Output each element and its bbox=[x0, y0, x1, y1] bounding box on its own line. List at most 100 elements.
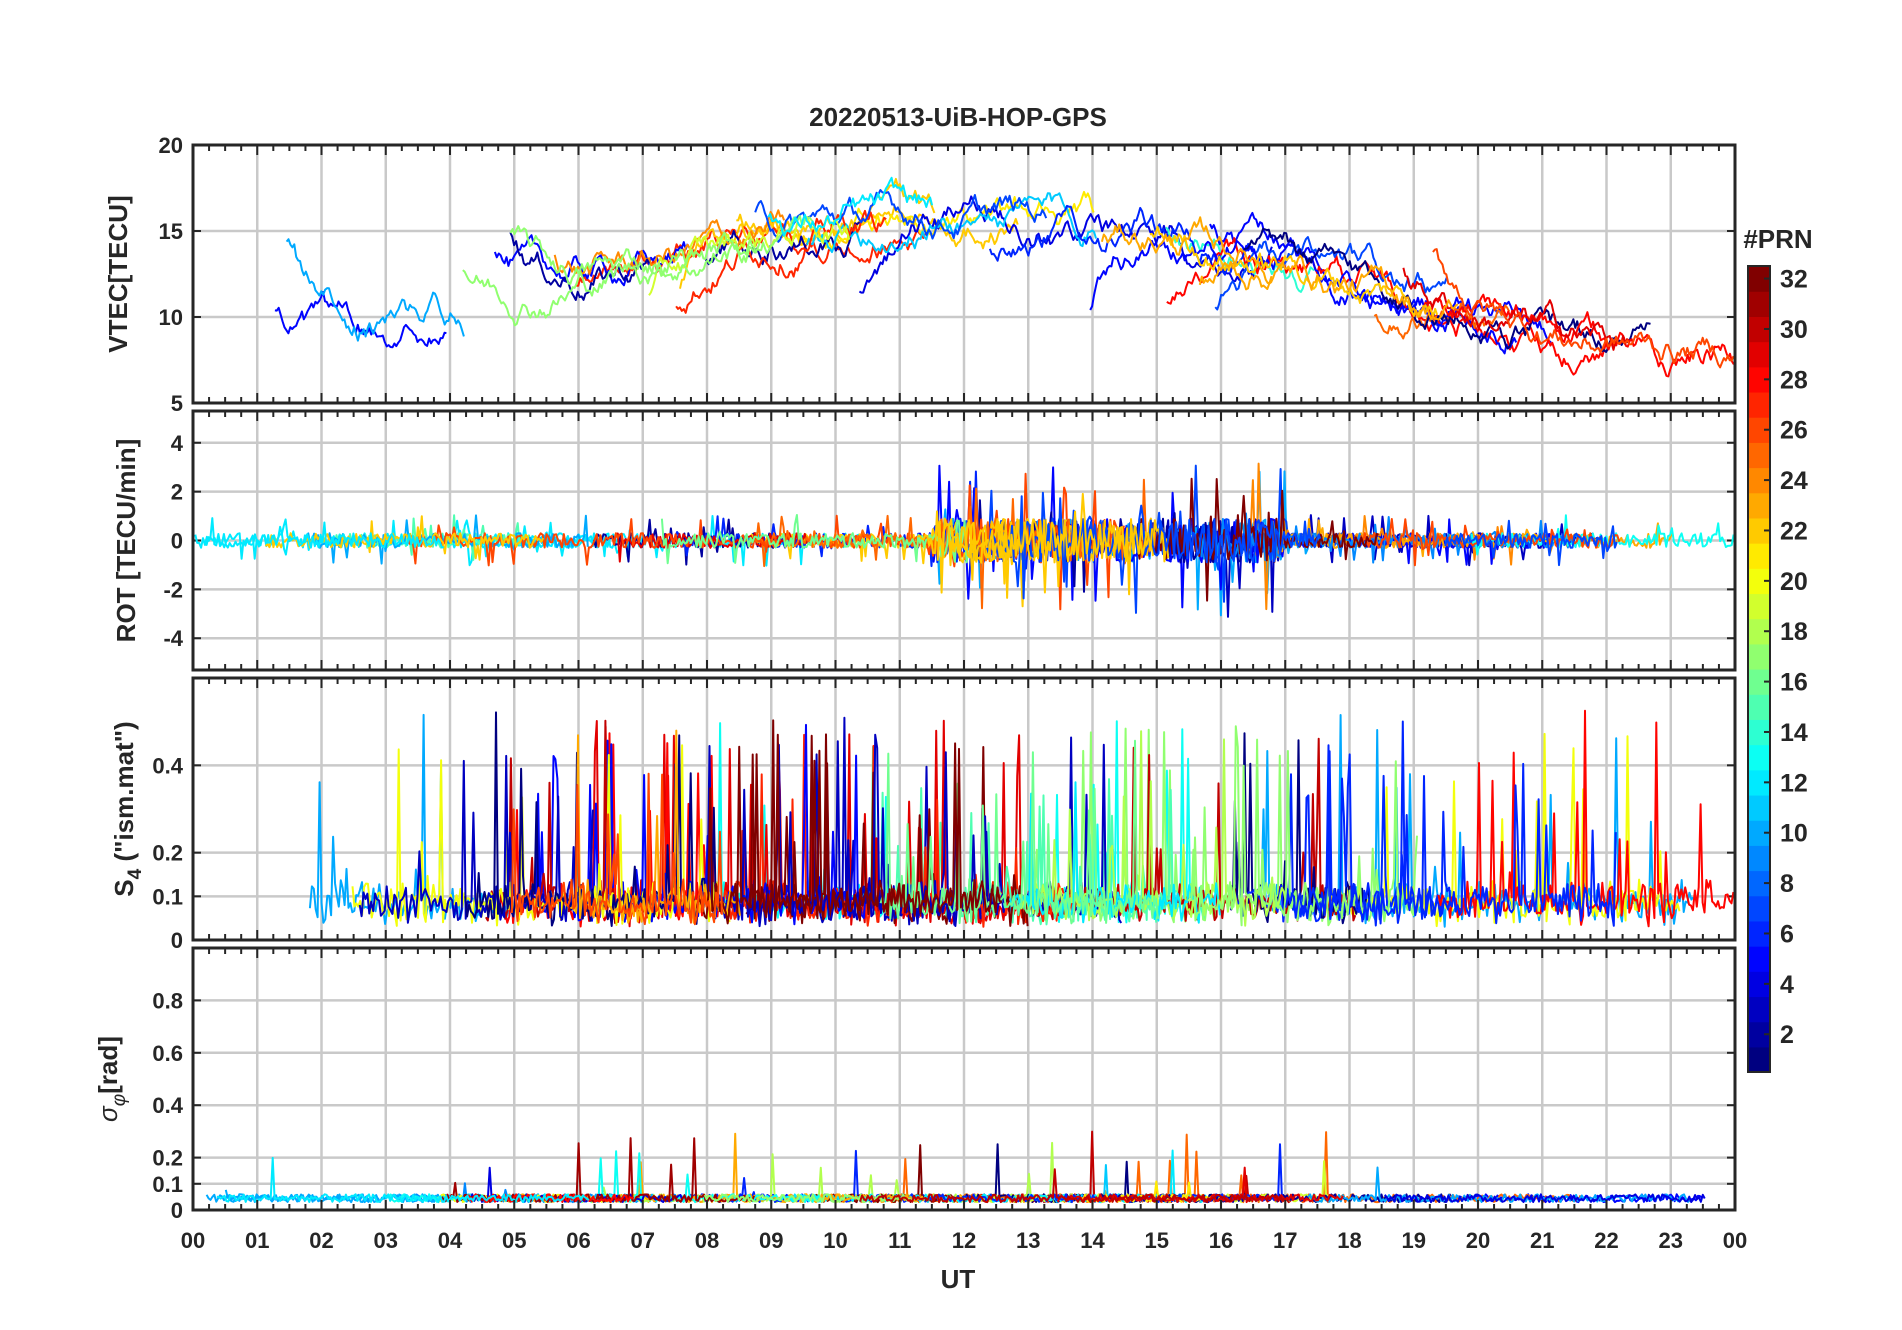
y-axis-label-main: S bbox=[109, 879, 139, 896]
x-tick-label: 17 bbox=[1273, 1228, 1297, 1253]
colorbar-segment bbox=[1748, 669, 1770, 695]
colorbar-segment bbox=[1748, 316, 1770, 343]
rot-panel: -4 -2 0 2 4 bbox=[163, 409, 1737, 672]
y-tick-label: 0.2 bbox=[152, 841, 183, 866]
colorbar-segment bbox=[1748, 744, 1770, 771]
y-tick-label: 0.4 bbox=[152, 1093, 183, 1118]
colorbar-segment bbox=[1748, 845, 1770, 872]
y-tick-label: 2 bbox=[171, 480, 183, 505]
data-trace bbox=[675, 209, 887, 314]
colorbar-tick-label: 28 bbox=[1780, 366, 1808, 394]
x-tick-label: 07 bbox=[631, 1228, 655, 1253]
colorbar-segment bbox=[1748, 1046, 1770, 1073]
colorbar-segment bbox=[1748, 391, 1770, 418]
data-trace bbox=[274, 291, 447, 349]
x-tick-label: 19 bbox=[1402, 1228, 1426, 1253]
data-trace bbox=[948, 492, 1154, 596]
data-trace bbox=[679, 177, 936, 289]
panel-border bbox=[191, 676, 1737, 942]
x-tick-label: 10 bbox=[823, 1228, 847, 1253]
y-axis-label-rest: [rad] bbox=[93, 1036, 123, 1094]
x-tick-label: 01 bbox=[245, 1228, 269, 1253]
x-tick-label: 14 bbox=[1080, 1228, 1105, 1253]
data-trace bbox=[858, 195, 1273, 294]
colorbar-tick-label: 10 bbox=[1780, 820, 1808, 848]
x-tick-label: 23 bbox=[1659, 1228, 1683, 1253]
x-axis-label: UT bbox=[941, 1264, 976, 1294]
data-trace bbox=[194, 521, 445, 560]
data-trace bbox=[332, 514, 531, 561]
data-trace bbox=[1030, 737, 1357, 922]
x-tick-label: 12 bbox=[952, 1228, 976, 1253]
y-axis-label-s4: S4 ("ism.mat") bbox=[109, 721, 146, 896]
y-tick-label: -4 bbox=[163, 626, 183, 651]
colorbar-segment bbox=[1748, 366, 1770, 393]
trace-group bbox=[308, 709, 1735, 928]
data-trace bbox=[509, 215, 814, 285]
y-tick-label: 0.2 bbox=[152, 1146, 183, 1171]
colorbar-segment bbox=[1748, 820, 1770, 846]
x-tick-label: 21 bbox=[1530, 1228, 1554, 1253]
panel-border bbox=[191, 409, 1737, 672]
data-trace bbox=[467, 1193, 635, 1204]
x-tick-label: 03 bbox=[374, 1228, 398, 1253]
colorbar-segment bbox=[1748, 920, 1770, 947]
colorbar-segment bbox=[1748, 971, 1770, 998]
colorbar-tick-label: 20 bbox=[1780, 568, 1808, 596]
colorbar-border bbox=[1747, 265, 1771, 1073]
colorbar-segment bbox=[1748, 266, 1770, 292]
data-trace bbox=[1198, 254, 1459, 321]
colorbar-segment bbox=[1748, 291, 1770, 317]
x-tick-label: 16 bbox=[1209, 1228, 1233, 1253]
colorbar-segment bbox=[1748, 568, 1770, 595]
data-trace bbox=[493, 234, 689, 287]
y-tick-label: 15 bbox=[159, 219, 183, 244]
y-tick-label: 0 bbox=[171, 529, 183, 554]
trace-group bbox=[205, 1130, 1706, 1204]
colorbar-segment bbox=[1748, 719, 1770, 746]
colorbar-tick-label: 14 bbox=[1780, 719, 1808, 747]
colorbar-tick-label: 16 bbox=[1780, 669, 1808, 697]
y-axis-label-vtec: VTEC[TECU] bbox=[103, 195, 133, 352]
x-tick-label: 00 bbox=[181, 1228, 205, 1253]
colorbar-segment bbox=[1748, 769, 1770, 796]
colorbar-segment bbox=[1748, 1021, 1770, 1048]
colorbar-tick-label: 32 bbox=[1780, 266, 1808, 294]
x-tick-label: 06 bbox=[566, 1228, 590, 1253]
data-trace bbox=[308, 713, 514, 925]
y-axis-label-main: σ bbox=[93, 1105, 123, 1122]
y-tick-label: 0.8 bbox=[152, 988, 183, 1013]
data-trace bbox=[767, 176, 934, 237]
colorbar-title: #PRN bbox=[1743, 224, 1812, 254]
x-tick-label: 22 bbox=[1594, 1228, 1618, 1253]
x-tick-label: 04 bbox=[438, 1228, 463, 1253]
x-tick-label: 00 bbox=[1723, 1228, 1747, 1253]
colorbar-segment bbox=[1748, 996, 1770, 1023]
colorbar-tick-label: 2 bbox=[1780, 1021, 1794, 1049]
colorbar-segment bbox=[1748, 794, 1770, 821]
x-tick-label: 08 bbox=[695, 1228, 719, 1253]
y-axis-label-subscript: φ bbox=[109, 1094, 130, 1106]
data-trace bbox=[1100, 216, 1273, 284]
y-axis-label-subscript: 4 bbox=[125, 868, 146, 879]
x-tick-label: 15 bbox=[1145, 1228, 1169, 1253]
vtec-panel: 5 10 15 20 bbox=[159, 133, 1737, 416]
colorbar-segment bbox=[1748, 543, 1770, 569]
colorbar-segment bbox=[1748, 946, 1770, 972]
data-trace bbox=[703, 221, 862, 266]
colorbar-tick-label: 22 bbox=[1780, 517, 1808, 545]
y-tick-label: 0.6 bbox=[152, 1041, 183, 1066]
colorbar-segment bbox=[1748, 442, 1770, 469]
colorbar-segment bbox=[1748, 694, 1770, 720]
data-trace bbox=[216, 1156, 590, 1204]
x-tick-label: 02 bbox=[309, 1228, 333, 1253]
y-tick-label: 5 bbox=[171, 391, 183, 416]
colorbar-segment bbox=[1748, 593, 1770, 620]
colorbar-tick-label: 6 bbox=[1780, 920, 1794, 948]
y-tick-label: 0.4 bbox=[152, 753, 183, 778]
y-tick-label: 4 bbox=[171, 431, 184, 456]
colorbar-segment bbox=[1748, 467, 1770, 494]
colorbar-tick-label: 4 bbox=[1780, 971, 1794, 999]
y-tick-label: -2 bbox=[163, 577, 183, 602]
